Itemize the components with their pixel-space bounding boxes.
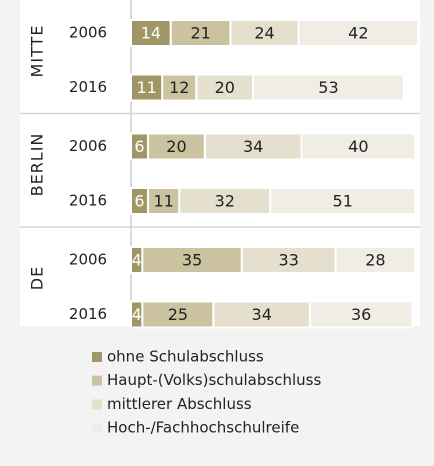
legend-swatch: [92, 399, 102, 410]
bar-segment: [212, 300, 312, 329]
bar-segment: [130, 73, 164, 102]
bar-segment: [297, 19, 420, 47]
data-label: 42: [348, 24, 368, 43]
y-tick-label: 2006: [69, 24, 107, 42]
data-label: 11: [136, 78, 156, 97]
data-label: 21: [190, 24, 210, 43]
data-label: 28: [365, 251, 385, 270]
legend-swatch: [92, 352, 102, 362]
data-label: 24: [254, 24, 274, 43]
group-label: DE: [28, 266, 47, 290]
bar-segment: [169, 19, 232, 47]
bar-segment: [203, 132, 303, 161]
bar-segment: [161, 73, 198, 102]
data-label: 25: [168, 305, 188, 324]
data-label: 33: [279, 251, 299, 270]
data-label: 6: [134, 137, 144, 156]
data-label: 35: [182, 251, 202, 270]
data-label: 20: [166, 137, 186, 156]
y-tick-label: 2006: [69, 251, 107, 269]
bar-segment: [252, 73, 405, 102]
data-label: 34: [243, 137, 263, 156]
data-label: 4: [132, 251, 142, 270]
data-label: 34: [252, 305, 272, 324]
y-tick-label: 2006: [69, 137, 107, 155]
bar-segment: [309, 300, 414, 329]
data-label: 14: [141, 24, 161, 43]
bar-segment: [141, 246, 243, 274]
legend-swatch: [92, 375, 102, 386]
bar-segment: [300, 132, 417, 161]
data-label: 32: [215, 192, 235, 211]
bar-segment: [178, 187, 272, 215]
legend-label: Hoch-/Fachhochschulreife: [107, 419, 299, 437]
data-label: 53: [318, 78, 338, 97]
data-label: 11: [153, 192, 173, 211]
legend-swatch: [92, 423, 102, 434]
legend-label: mittlerer Abschluss: [107, 395, 252, 413]
data-label: 4: [132, 305, 142, 324]
legend-label: Haupt-(Volks)schulabschluss: [107, 371, 321, 389]
data-label: 51: [333, 192, 353, 211]
y-tick-label: 2016: [69, 78, 107, 96]
data-label: 12: [169, 78, 189, 97]
bar-segment: [269, 187, 417, 215]
group-label: MITTE: [28, 25, 47, 78]
bar-segment: [141, 300, 215, 329]
bar-segment: [229, 19, 300, 47]
data-label: 36: [351, 305, 371, 324]
plot-background: [20, 0, 420, 326]
data-label: 6: [134, 192, 144, 211]
y-tick-label: 2016: [69, 305, 107, 323]
data-label: 40: [348, 137, 368, 156]
legend-label: ohne Schulabschluss: [107, 348, 264, 366]
bar-segment: [130, 19, 172, 47]
group-label: BERLIN: [28, 133, 47, 197]
bar-segment: [334, 246, 417, 274]
data-label: 20: [215, 78, 235, 97]
y-tick-label: 2016: [69, 192, 107, 210]
bar-segment: [147, 132, 206, 161]
